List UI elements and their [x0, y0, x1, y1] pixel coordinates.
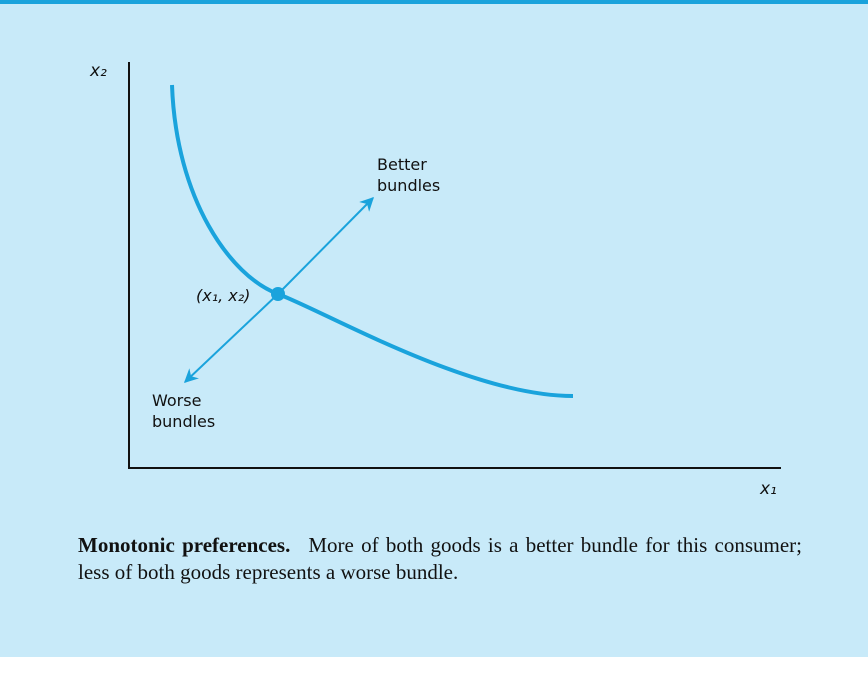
worse-arrow: [183, 293, 279, 383]
worse-label: Worse: [152, 391, 201, 410]
better-arrow: [277, 197, 374, 295]
x-axis-label: x₁: [759, 479, 777, 499]
caption-text: More of both goods is a better bundle fo…: [78, 533, 803, 584]
figure-panel: x₂ x₁ (x₁, x₂) Better bundles Worse bund…: [0, 0, 868, 657]
caption: Monotonic preferences. More of both goods…: [78, 532, 802, 586]
bundle-point: [271, 287, 285, 301]
caption-title: Monotonic preferences.: [78, 533, 291, 557]
worse-label: bundles: [152, 412, 215, 431]
y-axis-label: x₂: [89, 61, 107, 81]
point-label: (x₁, x₂): [196, 286, 250, 305]
diagram: x₂ x₁ (x₁, x₂) Better bundles Worse bund…: [89, 61, 781, 499]
better-label: Better: [377, 155, 427, 174]
indifference-curve: [170, 84, 574, 398]
better-label: bundles: [377, 176, 440, 195]
